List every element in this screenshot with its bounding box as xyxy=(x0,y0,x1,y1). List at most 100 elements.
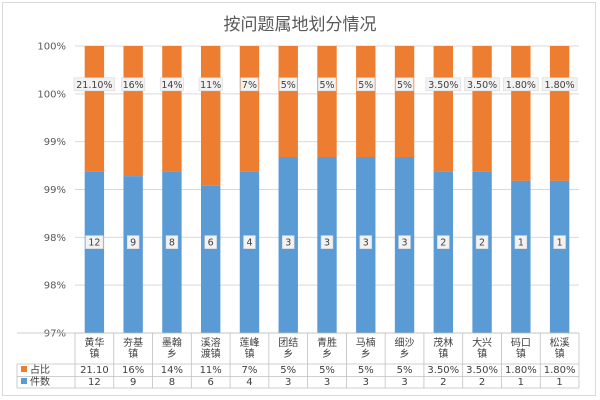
data-label-占比-box xyxy=(240,77,259,92)
data-label-件数: 12 xyxy=(88,238,100,249)
table-cell-件数: 1 xyxy=(556,377,562,388)
data-label-占比-box xyxy=(464,77,500,92)
category-label: 码口镇 xyxy=(511,337,531,360)
bar-segment-占比 xyxy=(472,46,492,172)
data-label-件数-box xyxy=(204,235,217,249)
table-cell-件数: 3 xyxy=(401,377,407,388)
bar-segment-占比 xyxy=(356,46,376,157)
data-label-件数: 3 xyxy=(363,238,369,249)
data-label-件数: 3 xyxy=(324,238,330,249)
data-label-件数-box xyxy=(514,235,528,249)
y-tick-label: 98% xyxy=(44,281,66,292)
table-cell-件数: 3 xyxy=(324,377,330,388)
y-tick-label: 98% xyxy=(44,233,66,244)
category-label: 团结乡 xyxy=(278,336,298,360)
data-label-件数: 3 xyxy=(402,238,408,249)
y-tick-label: 99% xyxy=(44,185,66,196)
bar-segment-件数 xyxy=(201,185,221,333)
y-tick-label: 97% xyxy=(44,329,66,340)
table-cell-占比: 14% xyxy=(161,365,183,376)
table-cell-占比: 7% xyxy=(242,365,258,376)
category-label: 茂林镇 xyxy=(433,336,453,360)
table-cell-占比: 1.80% xyxy=(544,365,576,376)
legend-label-占比: 占比 xyxy=(30,363,50,376)
category-label: 溪溶渡镇 xyxy=(201,336,221,360)
data-label-占比: 3.50% xyxy=(467,80,497,91)
data-label-件数: 2 xyxy=(440,238,446,249)
bar-segment-占比 xyxy=(394,46,415,157)
legend-key-件数 xyxy=(21,378,27,384)
data-label-占比: 11% xyxy=(200,80,221,91)
table-cell-占比: 3.50% xyxy=(427,365,459,376)
data-label-件数-box xyxy=(475,235,489,249)
table-cell-占比: 5% xyxy=(319,365,335,376)
bar-segment-件数 xyxy=(162,171,182,333)
category-label: 松溪镇 xyxy=(550,336,570,360)
y-tick-label: 100% xyxy=(37,89,66,100)
data-label-占比-box xyxy=(503,77,539,92)
table-cell-占比: 1.80% xyxy=(505,365,537,376)
table-cell-件数: 6 xyxy=(208,377,214,388)
category-label: 大兴镇 xyxy=(472,336,492,360)
data-label-件数: 4 xyxy=(246,238,252,249)
bar-segment-占比 xyxy=(123,46,143,177)
data-label-件数-box xyxy=(85,235,104,249)
legend-key-占比 xyxy=(21,366,27,372)
data-label-件数: 1 xyxy=(518,238,524,249)
bar-segment-占比 xyxy=(549,46,570,181)
data-label-占比: 16% xyxy=(123,80,144,91)
data-label-件数: 3 xyxy=(285,238,291,249)
data-label-占比: 5% xyxy=(319,80,334,91)
table-cell-件数: 3 xyxy=(285,377,291,388)
table-cell-占比: 3.50% xyxy=(466,365,498,376)
bar-segment-占比 xyxy=(511,46,531,181)
table-cell-占比: 11% xyxy=(200,365,222,376)
data-label-件数: 6 xyxy=(208,238,214,249)
y-axis: 97% 98% 98% 99% 99% 100% 100% xyxy=(37,42,66,340)
bar-segment-占比 xyxy=(162,46,182,172)
data-label-占比: 1.80% xyxy=(506,80,536,91)
category-label: 马楠乡 xyxy=(356,336,376,360)
table-cell-占比: 5% xyxy=(358,365,374,376)
table-cell-件数: 1 xyxy=(518,377,524,388)
data-label-占比-box xyxy=(541,77,578,92)
bar-segment-占比 xyxy=(201,46,221,186)
data-label-件数-box xyxy=(359,235,372,249)
data-label-占比-box xyxy=(73,77,116,92)
legend-label-件数: 件数 xyxy=(30,375,50,388)
y-tick-label: 99% xyxy=(44,137,66,148)
data-label-件数-box xyxy=(282,235,295,249)
data-label-占比-box xyxy=(356,77,375,92)
table-cell-件数: 12 xyxy=(88,377,101,388)
data-table: 黄华镇夯基镇墨翰乡溪溶渡镇莲峰镇团结乡青胜乡马楠乡细沙乡茂林镇大兴镇码口镇松溪镇… xyxy=(16,332,580,389)
category-label: 黄华镇 xyxy=(84,336,104,360)
bar-segment-件数 xyxy=(511,180,531,333)
chart-title: 按问题属地划分情况 xyxy=(224,15,377,35)
category-label: 夯基镇 xyxy=(123,336,143,360)
data-label-件数-box xyxy=(553,235,566,249)
bar-segment-件数 xyxy=(123,176,143,333)
bar-segment-件数 xyxy=(84,171,105,333)
bar-segment-占比 xyxy=(278,46,298,157)
table-cell-件数: 3 xyxy=(363,377,369,388)
data-label-占比: 3.50% xyxy=(428,80,458,91)
table-cell-件数: 9 xyxy=(130,377,136,388)
data-label-占比-box xyxy=(159,77,184,92)
table-cell-占比: 5% xyxy=(397,365,413,376)
data-label-件数: 8 xyxy=(169,238,175,249)
chart-svg: 按问题属地划分情况 97%98%98%99%99%100%100% 21.10%… xyxy=(16,15,580,389)
data-label-件数-box xyxy=(320,235,334,249)
data-label-占比: 5% xyxy=(397,80,412,91)
data-label-占比: 1.80% xyxy=(545,80,575,91)
data-label-件数-box xyxy=(165,235,179,249)
data-label-件数-box xyxy=(437,235,450,249)
bar-segment-占比 xyxy=(84,46,105,172)
bar-segment-件数 xyxy=(433,171,453,333)
data-label-占比: 14% xyxy=(161,80,182,91)
data-labels: 21.10% 16% 14% 11% 7% 5% 5% 5% 5% 3.50% 3.50% 1.80%… xyxy=(73,77,578,249)
data-label-占比: 21.10% xyxy=(76,80,112,91)
data-label-件数: 2 xyxy=(479,238,485,249)
table-cell-件数: 4 xyxy=(246,377,252,388)
table-cell-占比: 21.10 xyxy=(80,365,109,376)
data-label-占比-box xyxy=(317,77,337,92)
